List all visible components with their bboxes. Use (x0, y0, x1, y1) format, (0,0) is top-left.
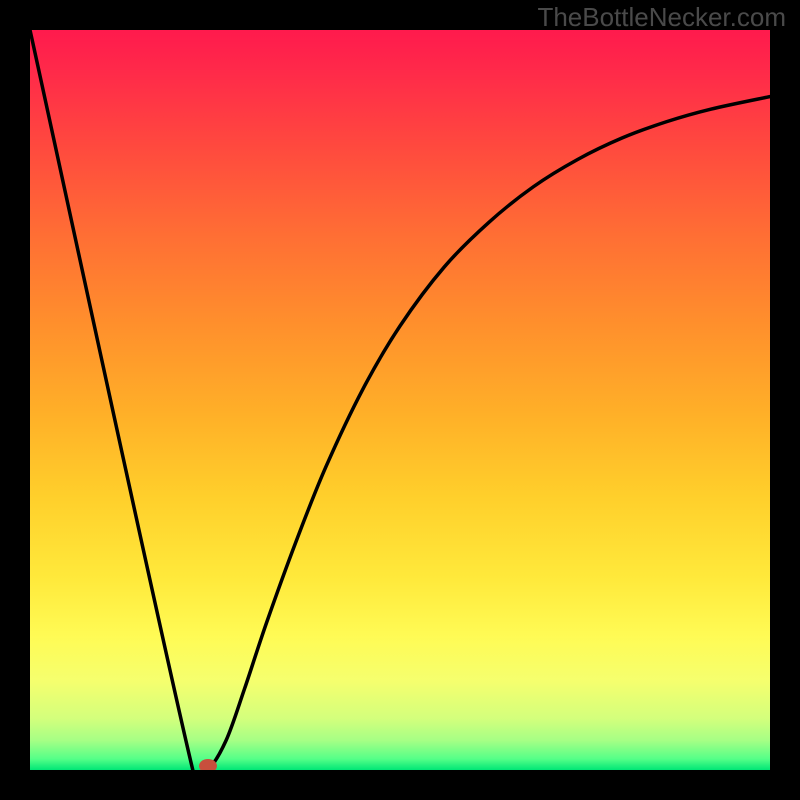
watermark-text: TheBottleNecker.com (537, 2, 786, 33)
plot-area (30, 30, 770, 770)
optimal-point-marker (199, 759, 217, 770)
curve-layer (30, 30, 770, 770)
bottleneck-curve (30, 30, 770, 770)
chart-container: TheBottleNecker.com (0, 0, 800, 800)
